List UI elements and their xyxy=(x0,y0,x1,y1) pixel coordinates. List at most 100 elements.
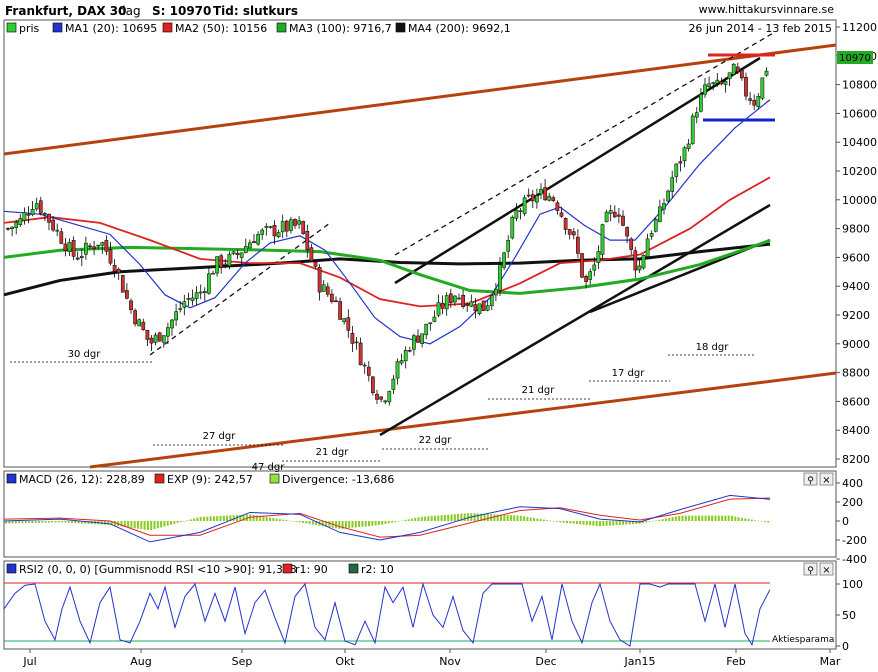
macd-bar xyxy=(166,521,169,526)
legend-ma1-swatch xyxy=(52,22,63,33)
candle-body xyxy=(621,215,625,226)
macd-bar xyxy=(731,516,733,521)
candle-body xyxy=(576,236,580,254)
x-tick-label: Mar xyxy=(820,655,841,668)
rsi-tick-label: 50 xyxy=(842,609,856,622)
macd-y-axis: -400 -200 0 200 400 xyxy=(836,477,867,566)
macd-bar xyxy=(443,515,446,521)
candle-body xyxy=(116,269,121,273)
candle-body xyxy=(125,290,129,299)
candle-body xyxy=(444,295,449,310)
candle-body xyxy=(71,240,76,257)
price-tick-label: 10000 xyxy=(842,194,877,207)
macd-close-icon[interactable] xyxy=(819,472,834,486)
legend-ma3: MA3 (100): 9716,7 xyxy=(289,22,392,35)
x-axis: Jul Aug Sep Okt Nov Dec Jan15 Feb Mar xyxy=(22,649,841,668)
macd-bar xyxy=(34,521,37,523)
macd-bar xyxy=(47,521,50,523)
candle-body xyxy=(379,396,383,400)
candle-body xyxy=(649,233,654,237)
macd-bar xyxy=(21,521,24,524)
ma1-line xyxy=(3,99,771,345)
macd-bar xyxy=(137,521,139,529)
macd-bar xyxy=(605,521,608,526)
candle-body xyxy=(223,263,228,266)
macd-bar xyxy=(41,521,44,523)
price-tick-label: 10400 xyxy=(842,136,877,149)
macd-bar xyxy=(8,521,11,524)
candle-body xyxy=(321,284,326,292)
macd-bar xyxy=(737,517,740,521)
macd-bar xyxy=(760,521,763,522)
candle-body xyxy=(682,147,687,161)
candle-body xyxy=(301,221,306,234)
macd-zoom-icon[interactable] xyxy=(803,472,818,486)
macd-bar xyxy=(678,515,681,521)
legend-price-swatch xyxy=(6,22,17,33)
macd-bar xyxy=(150,521,153,530)
x-tick-label: Jan15 xyxy=(624,655,656,668)
macd-bar xyxy=(460,513,463,521)
annot-21a: 21 dgr xyxy=(316,447,350,458)
candle-body xyxy=(703,84,707,95)
candle-body xyxy=(612,211,617,218)
macd-bar xyxy=(658,519,661,521)
candle-body xyxy=(276,232,281,238)
candle-body xyxy=(461,294,465,307)
macd-bar xyxy=(364,521,367,527)
candle-body xyxy=(252,241,256,244)
macd-bar xyxy=(87,521,90,524)
candle-body xyxy=(436,302,441,316)
candle-body xyxy=(473,304,478,312)
macd-bar xyxy=(704,515,707,521)
annot-22: 22 dgr xyxy=(419,435,453,446)
legend-macd: MACD (26, 12): 228,89 xyxy=(19,473,145,486)
candle-body xyxy=(752,99,757,106)
macd-bar xyxy=(127,521,130,528)
macd-bar xyxy=(625,521,628,525)
macd-bar xyxy=(328,521,331,528)
macd-bar xyxy=(655,520,658,521)
price-badge xyxy=(837,51,873,64)
candle-body xyxy=(366,366,371,376)
candlestick-series xyxy=(6,62,769,406)
macd-bar xyxy=(242,514,245,521)
legend-ma2: MA2 (50): 10156 xyxy=(175,22,267,35)
annot-18: 18 dgr xyxy=(696,342,730,353)
macd-bar xyxy=(618,521,621,526)
macd-bar xyxy=(14,521,17,524)
candle-body xyxy=(51,219,55,231)
macd-bar xyxy=(143,521,146,530)
candle-body xyxy=(88,245,92,248)
rsi-zoom-icon[interactable] xyxy=(803,562,818,576)
macd-bar xyxy=(123,521,126,527)
macd-bar xyxy=(57,521,60,523)
macd-bar xyxy=(282,519,285,521)
macd-bar xyxy=(341,521,344,529)
macd-bar xyxy=(153,521,156,530)
macd-bar xyxy=(278,519,281,521)
price-tick-label: 8600 xyxy=(842,395,870,408)
macd-bar xyxy=(77,521,80,524)
macd-bar xyxy=(500,514,502,521)
rsi-tick-label: 0 xyxy=(842,640,849,653)
rsi-close-icon[interactable] xyxy=(819,562,834,576)
macd-bar xyxy=(120,521,123,527)
macd-bar xyxy=(764,521,766,522)
candle-body xyxy=(145,330,150,340)
macd-bar xyxy=(269,517,271,521)
macd-bar xyxy=(612,521,615,526)
macd-bar xyxy=(315,521,318,526)
candle-body xyxy=(633,250,638,271)
channel-upper-line xyxy=(3,43,837,156)
candle-body xyxy=(764,70,769,76)
macd-bar xyxy=(691,515,694,521)
x-tick-label: Okt xyxy=(335,655,355,668)
candle-body xyxy=(215,256,219,274)
macd-bar xyxy=(539,519,542,521)
candle-body xyxy=(432,316,437,322)
price-tick-label: 9600 xyxy=(842,251,870,264)
rsi-y-axis: 0 50 100 xyxy=(836,578,863,653)
macd-bar xyxy=(71,521,73,523)
macd-bar xyxy=(615,521,618,526)
